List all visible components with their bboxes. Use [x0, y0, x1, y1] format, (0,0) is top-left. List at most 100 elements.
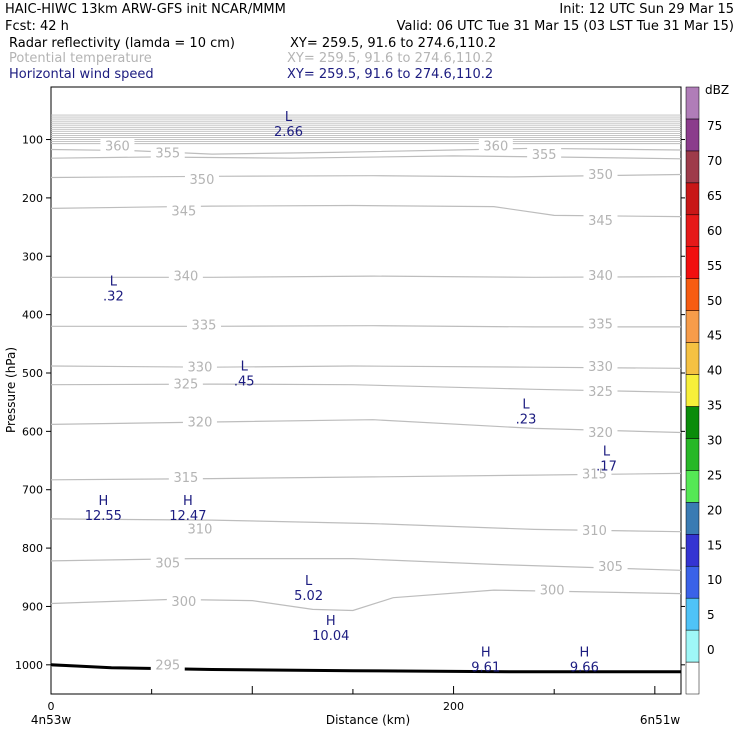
x-end-label: 6n51w: [640, 713, 681, 727]
colorbar-segment: [685, 406, 700, 439]
theta-contour-label: 300: [540, 583, 565, 598]
wind-extremum-type: L: [285, 110, 293, 125]
theta-contour-label: 330: [588, 360, 613, 375]
theta-label-bg: [583, 212, 618, 227]
theta-labels: 360 355 350 345 340 335 330 325 320 315 310 305 300 2…: [100, 138, 628, 674]
wind-extrema: L2.66L.32L.45L.23L.17H12.55H12.47L5.02H1…: [85, 110, 617, 676]
wind-extremum-type: H: [481, 646, 491, 661]
colorbar-segment: [685, 342, 700, 375]
wind-extremum-type: H: [98, 494, 108, 509]
theta-label-bg: [166, 203, 201, 218]
theta-label-bg: [583, 166, 618, 181]
theta-contour-label: 320: [588, 426, 613, 441]
theta-contour-label: 340: [588, 269, 613, 284]
theta-label-bg: [168, 469, 203, 484]
colorbar-segment: [685, 438, 700, 471]
theta-contour: [50, 589, 682, 612]
colorbar-level-label: 55: [707, 259, 722, 273]
theta-label-bg: [150, 145, 185, 160]
theta-contour-label: 335: [588, 317, 613, 332]
theta-contour-label: 315: [582, 467, 607, 482]
theta-contour: [50, 365, 682, 369]
wind-extremum-value: 12.55: [85, 509, 122, 524]
y-tick-label: 100: [22, 134, 43, 147]
theta-contours: [50, 114, 682, 673]
y-tick-label: 1000: [15, 659, 43, 672]
y-tick-label: 700: [22, 484, 43, 497]
theta-contour-label: 310: [188, 523, 213, 538]
init-time: Init: 12 UTC Sun 29 Mar 15: [559, 2, 734, 17]
ground-line: [50, 663, 681, 674]
theta-contour: [50, 383, 682, 393]
colorbar-level-label: 15: [707, 538, 722, 552]
model-title: HAIC-HIWC 13km ARW-GFS init NCAR/MMM: [5, 2, 286, 17]
colorbar-level-label: 0: [707, 643, 715, 657]
plot-frame: [50, 86, 682, 695]
wind-extremum-value: 2.66: [274, 125, 303, 140]
forecast-hour: Fcst: 42 h: [5, 19, 69, 34]
theta-contour-label: 335: [192, 318, 217, 333]
theta-label-bg: [593, 559, 628, 574]
theta-label-bg: [184, 172, 219, 187]
colorbar-segment: [685, 597, 700, 631]
theta-contour-label: 295: [155, 659, 180, 674]
theta-label-bg: [583, 424, 618, 439]
theta-contour-label: 360: [105, 139, 130, 154]
y-tick-label: 300: [22, 250, 43, 263]
colorbar-segment: [685, 374, 700, 407]
colorbar-segment: [685, 150, 700, 184]
theta-contour: [50, 173, 682, 179]
reflectivity-colorbar: 0 5 10 15 20 25 30 35 40 45 50 55 60 65 70 75: [685, 86, 722, 695]
theta-contour: [51, 325, 681, 328]
colorbar-level-label: 45: [707, 329, 722, 343]
theta-label-bg: [527, 147, 562, 162]
theta-label-bg: [150, 657, 185, 672]
colorbar-level-label: 40: [707, 364, 722, 378]
colorbar-segment: [685, 470, 700, 503]
theta-label-bg: [535, 582, 570, 597]
theta-label-bg: [583, 316, 618, 331]
colorbar-segment: [685, 565, 700, 599]
wind-extremum-value: .45: [234, 375, 255, 390]
field-xy-wind: XY= 259.5, 91.6 to 274.6,110.2: [287, 67, 493, 82]
theta-label-bg: [186, 317, 221, 332]
theta-label-bg: [182, 414, 217, 429]
colorbar-unit: dBZ: [705, 83, 729, 97]
theta-contour-label: 325: [173, 377, 198, 392]
wind-extremum-type: H: [579, 646, 589, 661]
y-axis-label: Pressure (hPa): [4, 347, 18, 433]
theta-contour-label: 305: [155, 557, 180, 572]
colorbar-segment: [685, 118, 700, 152]
theta-contour-label: 325: [588, 385, 613, 400]
wind-extremum-value: .23: [516, 413, 537, 428]
colorbar-segment: [685, 246, 700, 279]
colorbar-segment: [685, 310, 700, 343]
theta-contour: [51, 275, 682, 278]
theta-contour-label: 345: [588, 214, 613, 229]
theta-label-bg: [182, 359, 217, 374]
colorbar-level-label: 25: [707, 468, 722, 482]
colorbar-level-label: 50: [707, 294, 722, 308]
colorbar-level-label: 5: [707, 608, 715, 622]
theta-contour-label: 350: [588, 168, 613, 183]
wind-extremum-value: 9.66: [570, 661, 599, 676]
colorbar-level-label: 65: [707, 189, 722, 203]
field-xy-reflectivity: XY= 259.5, 91.6 to 274.6,110.2: [290, 36, 496, 51]
field-name-wind: Horizontal wind speed: [9, 67, 154, 82]
wind-extremum-type: H: [183, 494, 193, 509]
theta-label-bg: [583, 358, 618, 373]
wind-extremum-type: L: [603, 444, 611, 459]
theta-contour-label: 330: [188, 360, 213, 375]
colorbar-level-label: 20: [707, 503, 722, 517]
theta-contour-label: 315: [173, 471, 198, 486]
theta-contour: [50, 155, 682, 160]
theta-contour-label: 305: [598, 560, 623, 575]
y-tick-label: 600: [22, 425, 43, 438]
y-tick-label: 500: [22, 367, 43, 380]
field-name-theta: Potential temperature: [9, 51, 152, 66]
theta-label-bg: [182, 521, 217, 536]
theta-label-bg: [166, 594, 201, 609]
wind-extremum-value: 9.61: [471, 661, 500, 676]
y-tick-label: 400: [22, 309, 43, 322]
